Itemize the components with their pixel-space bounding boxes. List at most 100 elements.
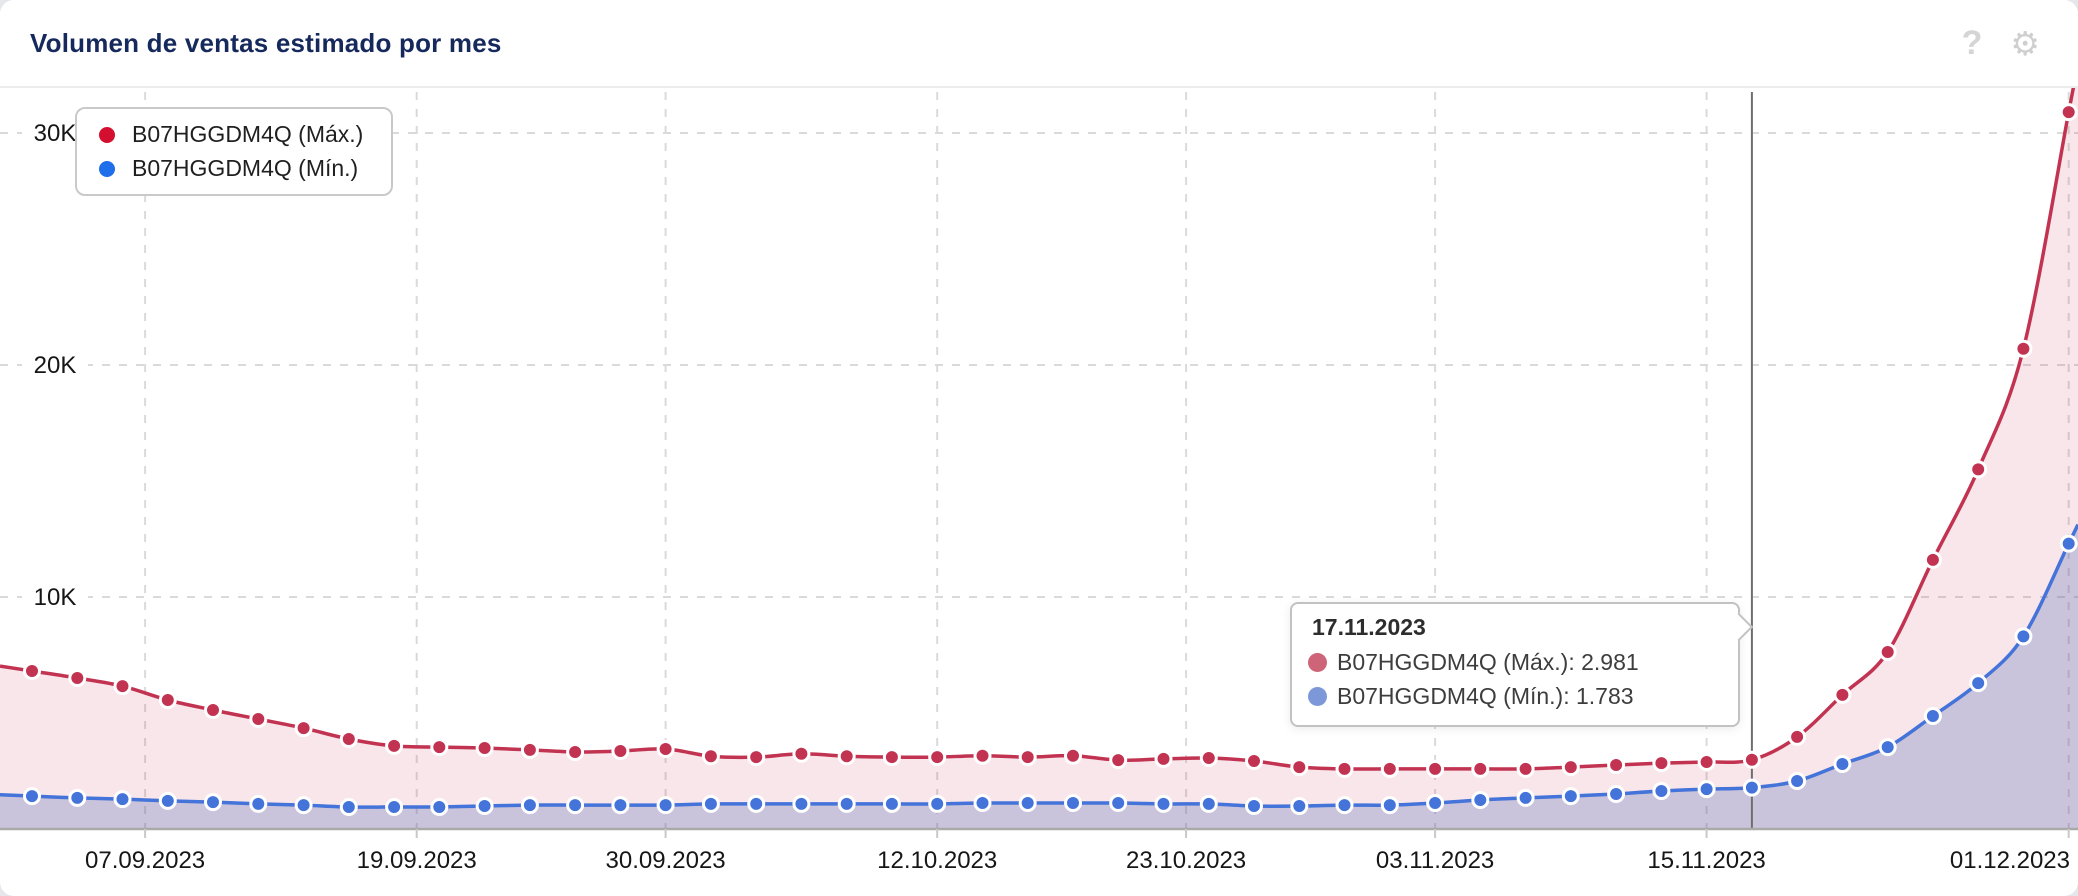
data-point-max[interactable] <box>2059 103 2078 122</box>
data-point-min[interactable] <box>1380 796 1399 815</box>
area-max <box>0 63 2078 829</box>
data-point-max[interactable] <box>1426 759 1445 778</box>
data-point-min[interactable] <box>294 796 313 815</box>
data-point-min[interactable] <box>23 787 41 806</box>
data-point-max[interactable] <box>1109 751 1128 770</box>
data-point-min[interactable] <box>1290 797 1309 815</box>
data-point-max[interactable] <box>2014 339 2033 358</box>
data-point-max[interactable] <box>1380 759 1399 778</box>
data-point-min[interactable] <box>1969 674 1988 693</box>
data-point-min[interactable] <box>1561 787 1580 806</box>
data-point-min[interactable] <box>973 794 992 812</box>
data-point-min[interactable] <box>1923 707 1942 725</box>
data-point-min[interactable] <box>656 796 675 815</box>
data-point-max[interactable] <box>1018 748 1037 767</box>
data-point-max[interactable] <box>475 739 494 757</box>
data-point-min[interactable] <box>249 794 268 813</box>
data-point-max[interactable] <box>1516 759 1535 778</box>
data-point-min[interactable] <box>882 794 901 813</box>
data-point-max[interactable] <box>1245 752 1263 770</box>
data-point-max[interactable] <box>23 662 41 680</box>
data-point-min[interactable] <box>1109 794 1128 812</box>
legend-item-max[interactable]: B07HGGDM4Q (Máx.) <box>99 121 363 148</box>
data-point-min[interactable] <box>1018 794 1037 812</box>
data-point-max[interactable] <box>701 747 720 766</box>
data-point-min[interactable] <box>2059 534 2078 553</box>
data-point-min[interactable] <box>1742 778 1761 797</box>
data-point-min[interactable] <box>837 794 856 813</box>
x-axis-label: 12.10.2023 <box>877 847 997 874</box>
data-point-max[interactable] <box>339 730 358 748</box>
data-point-max[interactable] <box>973 746 992 765</box>
data-point-min[interactable] <box>68 788 87 807</box>
data-point-max[interactable] <box>158 691 177 709</box>
data-point-min[interactable] <box>1471 791 1490 809</box>
settings-icon[interactable]: ⚙ <box>2010 24 2040 62</box>
data-point-max[interactable] <box>1788 727 1807 746</box>
data-point-max[interactable] <box>520 740 539 759</box>
data-point-max[interactable] <box>1697 753 1716 771</box>
data-point-max[interactable] <box>656 740 675 758</box>
data-point-max[interactable] <box>1471 759 1490 778</box>
data-point-max[interactable] <box>837 747 856 766</box>
data-point-max[interactable] <box>1561 758 1580 777</box>
help-icon[interactable]: ? <box>1961 24 1983 62</box>
data-point-min[interactable] <box>2014 627 2033 646</box>
data-point-min[interactable] <box>475 797 494 815</box>
data-point-max[interactable] <box>747 748 766 767</box>
data-point-max[interactable] <box>1878 643 1897 661</box>
data-point-min[interactable] <box>611 796 630 815</box>
data-point-min[interactable] <box>1335 796 1354 815</box>
data-point-max[interactable] <box>1607 756 1626 774</box>
chart-legend: B07HGGDM4Q (Máx.) B07HGGDM4Q (Mín.) <box>75 107 394 196</box>
data-point-max[interactable] <box>294 719 313 738</box>
data-point-max[interactable] <box>1742 750 1761 769</box>
data-point-max[interactable] <box>792 744 811 763</box>
data-point-min[interactable] <box>1652 782 1671 800</box>
data-point-max[interactable] <box>113 677 132 696</box>
data-point-max[interactable] <box>204 701 222 719</box>
data-point-min[interactable] <box>520 796 539 815</box>
data-point-max[interactable] <box>430 738 449 757</box>
data-point-max[interactable] <box>1969 460 1988 479</box>
data-point-min[interactable] <box>1154 794 1173 813</box>
data-point-max[interactable] <box>1923 550 1942 569</box>
data-point-min[interactable] <box>1516 788 1535 807</box>
data-point-max[interactable] <box>249 710 268 728</box>
data-point-min[interactable] <box>430 798 449 816</box>
data-point-max[interactable] <box>1064 746 1082 765</box>
data-point-min[interactable] <box>792 794 811 813</box>
data-point-min[interactable] <box>1878 738 1897 757</box>
legend-item-min[interactable]: B07HGGDM4Q (Mín.) <box>99 155 363 182</box>
data-point-max[interactable] <box>1154 749 1173 768</box>
data-point-min[interactable] <box>1245 797 1263 815</box>
data-point-max[interactable] <box>928 748 947 767</box>
data-point-min[interactable] <box>113 790 132 809</box>
data-point-max[interactable] <box>1335 759 1354 778</box>
data-point-min[interactable] <box>158 791 177 810</box>
data-point-min[interactable] <box>747 794 766 813</box>
data-point-min[interactable] <box>1697 780 1716 799</box>
data-point-min[interactable] <box>1788 772 1807 790</box>
data-point-min[interactable] <box>1199 794 1218 813</box>
data-point-max[interactable] <box>1290 758 1309 777</box>
data-point-min[interactable] <box>339 798 358 816</box>
data-point-min[interactable] <box>928 794 947 813</box>
data-point-max[interactable] <box>385 736 404 755</box>
data-point-min[interactable] <box>1064 794 1082 812</box>
data-point-min[interactable] <box>1426 794 1445 812</box>
data-point-max[interactable] <box>1833 685 1852 704</box>
data-point-max[interactable] <box>882 748 901 767</box>
data-point-max[interactable] <box>566 743 585 761</box>
data-point-min[interactable] <box>1607 785 1626 803</box>
data-point-min[interactable] <box>1833 755 1852 773</box>
data-point-min[interactable] <box>204 793 222 812</box>
data-point-max[interactable] <box>1199 749 1218 767</box>
data-point-min[interactable] <box>701 794 720 813</box>
data-point-max[interactable] <box>1652 754 1671 773</box>
data-point-max[interactable] <box>611 742 630 760</box>
data-point-min[interactable] <box>385 798 404 816</box>
data-point-max[interactable] <box>68 669 87 687</box>
data-point-min[interactable] <box>566 796 585 815</box>
